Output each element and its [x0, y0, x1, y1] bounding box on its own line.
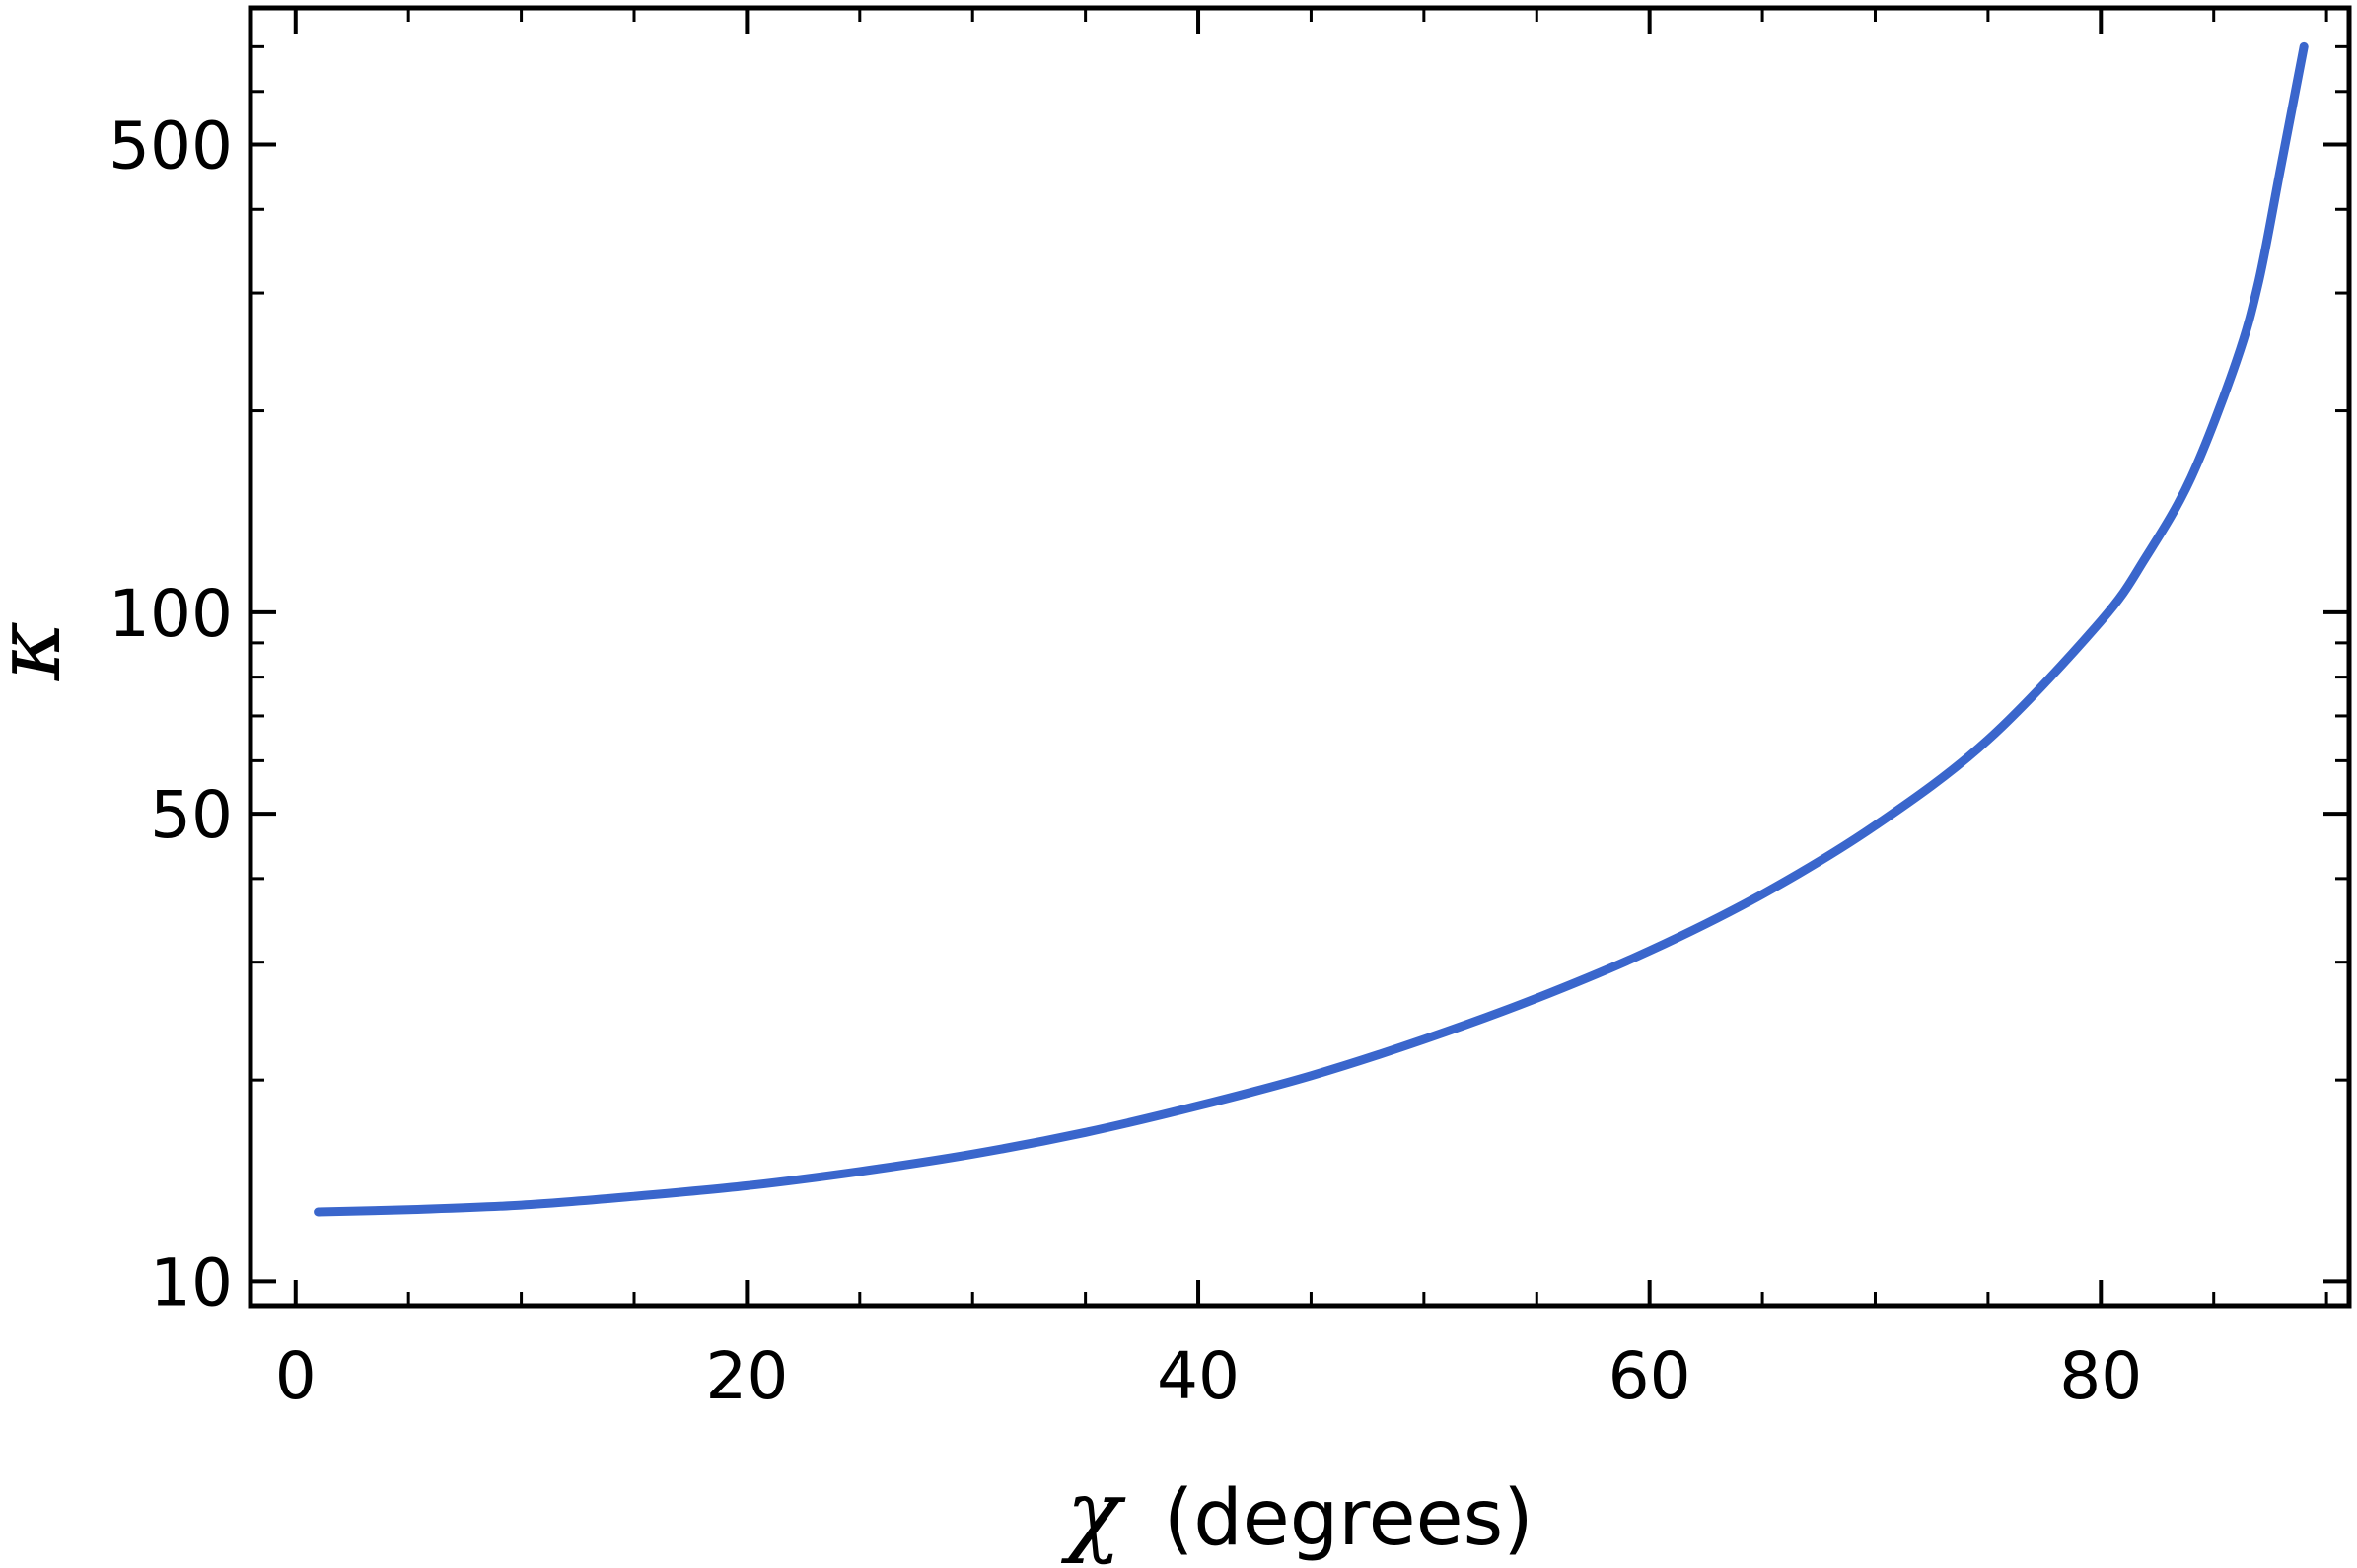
- x-axis-symbol: χ: [1060, 1461, 1126, 1566]
- x-tick-label: 60: [1608, 1338, 1691, 1414]
- x-tick-label: 80: [2059, 1338, 2142, 1414]
- kappa-curve: [314, 41, 2309, 1217]
- axis-ticks: [250, 8, 2349, 1306]
- y-tick-label: 10: [150, 1245, 233, 1320]
- x-tick-label: 40: [1157, 1338, 1240, 1414]
- y-tick-label: 100: [108, 576, 233, 652]
- x-axis-label: χ (degrees): [1060, 1461, 1533, 1566]
- y-tick-label: 500: [108, 108, 233, 184]
- plot-frame: [248, 5, 2352, 1309]
- x-axis-text: (degrees): [1164, 1474, 1534, 1563]
- y-tick-label: 50: [150, 777, 233, 853]
- tick-labels: 0 20 40 60 80 10 50 100 500: [108, 108, 2142, 1414]
- y-axis-label: κ: [0, 621, 81, 681]
- x-tick-label: 0: [275, 1338, 317, 1414]
- x-tick-label: 20: [705, 1338, 788, 1414]
